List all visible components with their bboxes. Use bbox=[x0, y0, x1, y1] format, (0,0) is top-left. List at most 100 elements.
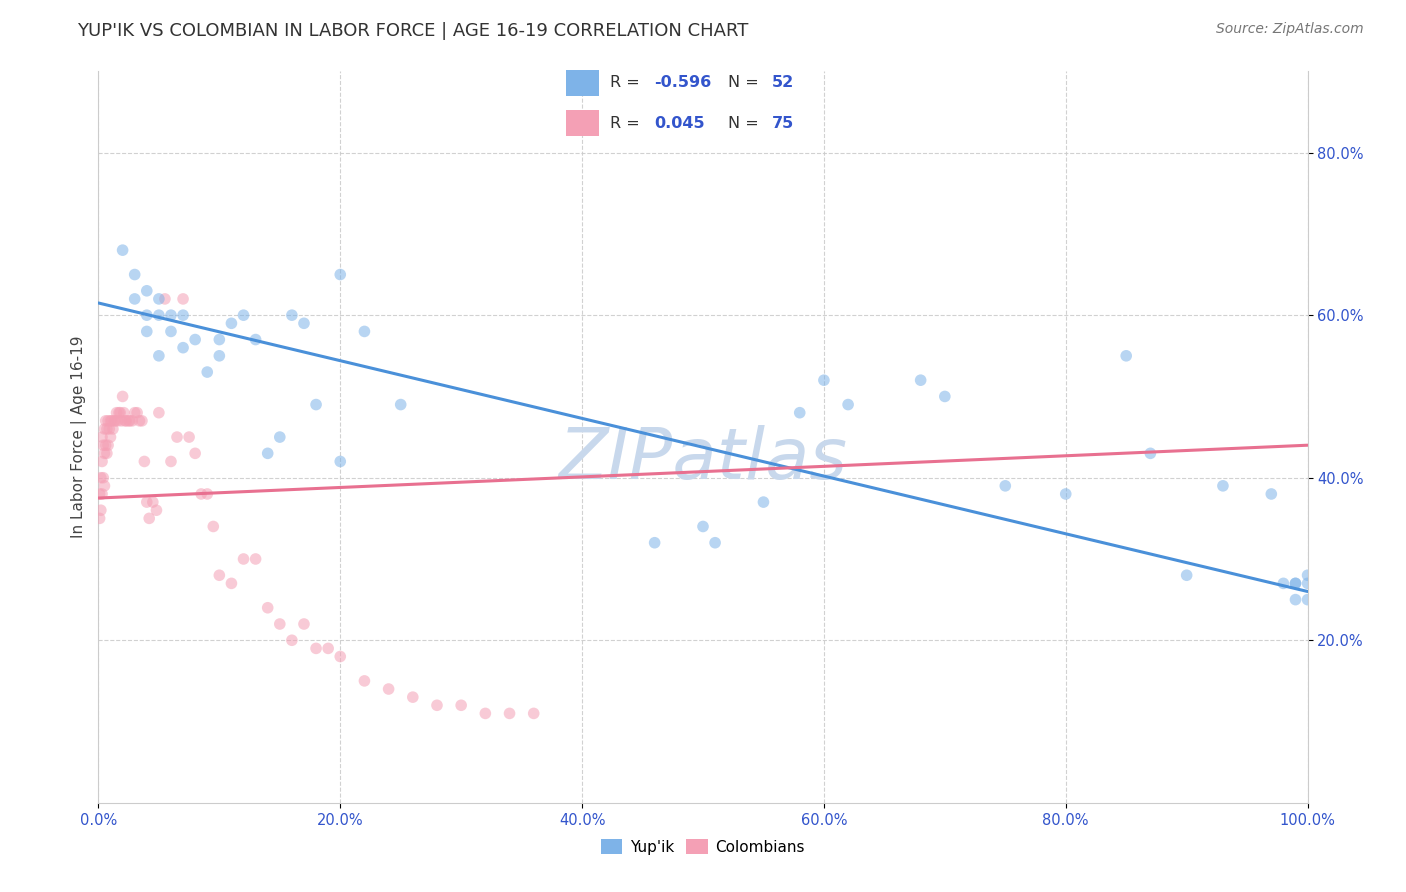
Point bbox=[90, 503, 112, 517]
Point bbox=[377, 681, 399, 696]
Point bbox=[292, 617, 315, 632]
Point bbox=[96, 422, 118, 436]
Text: Source: ZipAtlas.com: Source: ZipAtlas.com bbox=[1216, 22, 1364, 37]
Point bbox=[232, 308, 254, 322]
Point bbox=[108, 406, 131, 420]
Point bbox=[127, 406, 149, 420]
Text: YUP'IK VS COLOMBIAN IN LABOR FORCE | AGE 16-19 CORRELATION CHART: YUP'IK VS COLOMBIAN IN LABOR FORCE | AGE… bbox=[77, 22, 749, 40]
Point bbox=[128, 414, 150, 428]
Point bbox=[245, 552, 267, 566]
Point bbox=[934, 389, 956, 403]
Point bbox=[813, 373, 835, 387]
Point bbox=[93, 422, 115, 436]
Point bbox=[1272, 576, 1295, 591]
Point bbox=[179, 430, 201, 444]
Point bbox=[692, 519, 714, 533]
Point bbox=[101, 422, 124, 436]
Point bbox=[112, 406, 135, 420]
Point bbox=[145, 503, 167, 517]
Point bbox=[135, 308, 157, 322]
Point bbox=[135, 325, 157, 339]
Point bbox=[305, 398, 328, 412]
Point bbox=[1284, 592, 1306, 607]
Point bbox=[172, 341, 194, 355]
Point bbox=[148, 349, 170, 363]
Point bbox=[89, 511, 111, 525]
Text: 52: 52 bbox=[772, 75, 794, 89]
Legend: Yup'ik, Colombians: Yup'ik, Colombians bbox=[595, 833, 811, 861]
Point bbox=[115, 414, 138, 428]
Point bbox=[124, 268, 146, 282]
Point bbox=[281, 633, 304, 648]
Point bbox=[1296, 576, 1319, 591]
Point bbox=[305, 641, 328, 656]
Point bbox=[172, 292, 194, 306]
Point bbox=[1296, 592, 1319, 607]
Point bbox=[93, 446, 115, 460]
Text: N =: N = bbox=[728, 75, 763, 89]
Point bbox=[114, 414, 136, 428]
Point bbox=[96, 446, 118, 460]
Point bbox=[160, 325, 183, 339]
Point bbox=[91, 438, 114, 452]
Point bbox=[329, 268, 352, 282]
Point bbox=[704, 535, 727, 549]
Point bbox=[184, 333, 207, 347]
Point bbox=[107, 414, 129, 428]
Point bbox=[292, 316, 315, 330]
Point bbox=[148, 406, 170, 420]
Point bbox=[256, 600, 278, 615]
Point bbox=[269, 430, 291, 444]
Point bbox=[135, 495, 157, 509]
Point bbox=[1284, 576, 1306, 591]
Point bbox=[91, 430, 114, 444]
Point bbox=[221, 576, 243, 591]
Point bbox=[91, 454, 114, 468]
Point bbox=[160, 454, 183, 468]
Point bbox=[105, 406, 128, 420]
Point bbox=[172, 308, 194, 322]
Point bbox=[121, 414, 143, 428]
Point bbox=[160, 308, 183, 322]
Point bbox=[118, 414, 141, 428]
Point bbox=[100, 414, 122, 428]
Point bbox=[232, 552, 254, 566]
Text: 0.045: 0.045 bbox=[654, 116, 704, 130]
Point bbox=[426, 698, 449, 713]
Point bbox=[94, 438, 117, 452]
Point bbox=[148, 292, 170, 306]
Point bbox=[752, 495, 775, 509]
Point bbox=[329, 649, 352, 664]
Point bbox=[498, 706, 520, 721]
Point bbox=[353, 673, 375, 688]
Point bbox=[208, 568, 231, 582]
Point bbox=[93, 479, 115, 493]
Point bbox=[103, 414, 125, 428]
Point bbox=[245, 333, 267, 347]
Point bbox=[90, 471, 112, 485]
Point bbox=[208, 349, 231, 363]
Point bbox=[256, 446, 278, 460]
Point bbox=[97, 414, 120, 428]
Point bbox=[124, 406, 146, 420]
Point bbox=[316, 641, 339, 656]
Text: ZIPatlas: ZIPatlas bbox=[558, 425, 848, 493]
Point bbox=[269, 617, 291, 632]
FancyBboxPatch shape bbox=[567, 70, 599, 96]
Point bbox=[134, 454, 156, 468]
Point bbox=[837, 398, 859, 412]
Point bbox=[91, 487, 114, 501]
Point bbox=[124, 292, 146, 306]
Point bbox=[1139, 446, 1161, 460]
Point bbox=[148, 308, 170, 322]
Point bbox=[135, 284, 157, 298]
Point bbox=[153, 292, 176, 306]
Point bbox=[118, 414, 141, 428]
Point bbox=[994, 479, 1017, 493]
Y-axis label: In Labor Force | Age 16-19: In Labor Force | Age 16-19 bbox=[72, 335, 87, 539]
Point bbox=[1054, 487, 1077, 501]
Point bbox=[221, 316, 243, 330]
Point bbox=[1212, 479, 1234, 493]
Point bbox=[166, 430, 188, 444]
Point bbox=[389, 398, 412, 412]
